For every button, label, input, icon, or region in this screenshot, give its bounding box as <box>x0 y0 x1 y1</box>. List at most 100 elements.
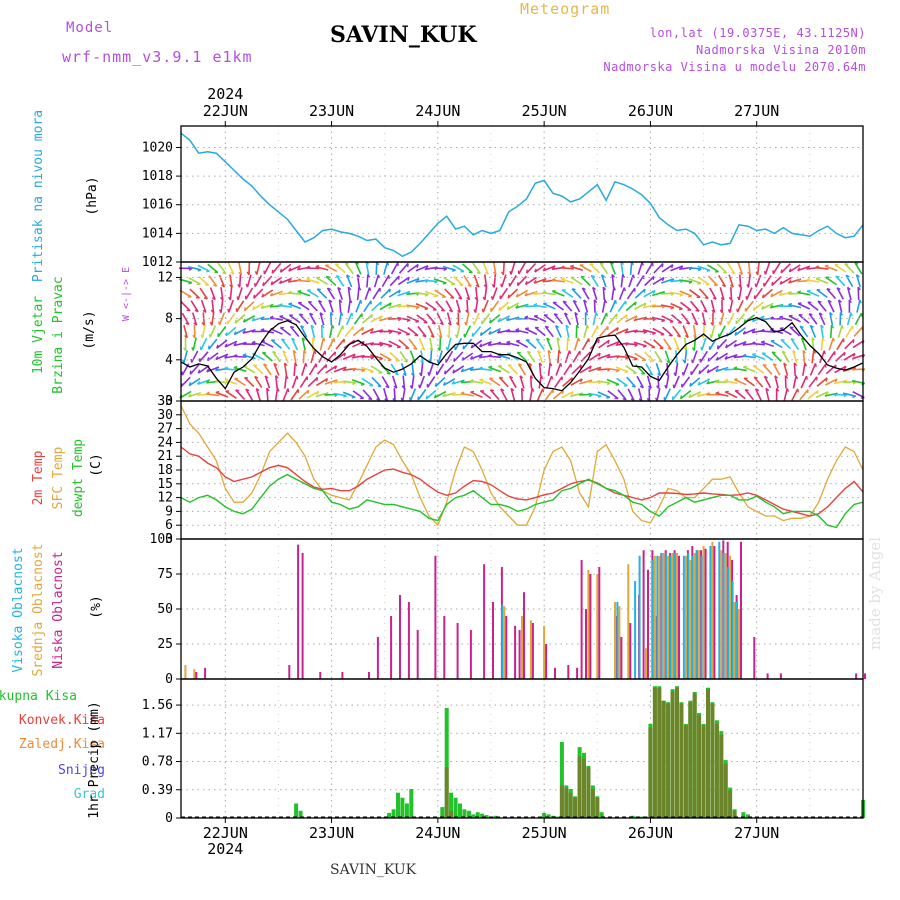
wind-arrow-head <box>206 357 210 361</box>
wind-arrow <box>266 388 269 402</box>
cloud-bar <box>855 673 858 679</box>
cloud-bar <box>614 602 616 679</box>
wind-arrow-head <box>554 313 558 316</box>
cloud-bar <box>684 555 687 679</box>
wind-arrow <box>484 286 488 301</box>
wind-arrow <box>190 350 199 363</box>
wind-arrow-head <box>839 312 843 316</box>
wind-arrow-head <box>468 271 473 274</box>
wind-arrow-head <box>602 286 607 291</box>
wind-arrow <box>729 299 734 313</box>
wind-arrow-head <box>525 327 529 330</box>
wind-arrow-head <box>852 381 857 385</box>
wind-arrow <box>615 355 629 359</box>
wind-arrow <box>788 315 801 323</box>
wind-arrow-head <box>611 274 616 278</box>
wind-arrow <box>651 316 665 322</box>
wind-arrow-head <box>230 271 235 275</box>
wind-arrow-head <box>643 331 648 335</box>
conv-precip-bar <box>666 703 671 818</box>
wind-arrow-head <box>296 266 301 271</box>
wind-arrow <box>615 366 629 373</box>
wind-arrow-head <box>606 396 610 399</box>
cloud-bar <box>682 555 685 679</box>
wind-arrow-head <box>229 284 233 288</box>
wind-arrow-head <box>379 315 383 320</box>
wind-arrow-head <box>451 392 456 396</box>
wind-arrow-head <box>563 300 567 303</box>
wind-arrow <box>243 301 255 312</box>
wind-arrow <box>493 274 497 288</box>
wind-arrow <box>389 275 400 287</box>
wind-arrow-head <box>742 353 747 357</box>
wind-arrow-head <box>540 375 544 380</box>
wind-arrow <box>855 274 862 288</box>
wind-arrow <box>480 326 492 337</box>
wind-arrow-head <box>728 296 733 301</box>
conv-precip-bar <box>661 700 666 818</box>
wind-arrow <box>225 390 237 399</box>
wind-arrow <box>363 300 372 313</box>
conv-precip-bar <box>652 687 657 818</box>
wind-arrow-head <box>439 322 444 326</box>
cloud-bar <box>665 553 668 679</box>
wind-arrow <box>611 287 615 301</box>
wind-arrow-head <box>692 334 697 339</box>
wind-arrow-head <box>527 350 531 354</box>
wind-arrow-head <box>634 301 637 306</box>
wind-arrow-head <box>845 274 850 278</box>
wind-arrow-head <box>457 309 461 314</box>
wind-arrow-head <box>710 322 714 326</box>
wind-arrow <box>765 388 770 402</box>
wind-arrow-head <box>706 269 711 272</box>
wind-arrow <box>762 288 773 299</box>
wind-arrow-head <box>825 391 829 396</box>
wind-arrow <box>211 299 215 313</box>
wind-arrow <box>326 287 336 300</box>
conv-precip-bar <box>564 787 569 818</box>
wind-arrow-head <box>723 271 727 274</box>
wind-arrow-head <box>296 375 299 380</box>
wind-arrow-head <box>316 377 319 382</box>
wind-arrow <box>583 299 589 313</box>
wind-arrow-head <box>801 337 805 341</box>
wind-arrow-head <box>253 294 256 299</box>
wind-arrow-head <box>403 360 408 363</box>
wind-arrow <box>469 380 484 384</box>
wind-arrow-head <box>854 262 859 265</box>
wind-arrow-head <box>793 362 798 367</box>
wind-arrow <box>275 375 278 389</box>
wind-arrow <box>844 263 855 274</box>
wind-arrow <box>624 315 638 323</box>
wind-arrow-head <box>322 337 326 342</box>
wind-arrow <box>781 350 790 363</box>
wind-arrow-head <box>252 306 255 310</box>
wind-arrow <box>424 279 438 283</box>
wind-arrow-head <box>221 284 225 288</box>
wind-arrow <box>381 274 390 288</box>
wind-arrow <box>411 362 415 376</box>
wind-arrow-head <box>407 277 410 281</box>
wind-arrow <box>609 262 617 275</box>
wind-arrow-head <box>706 369 710 373</box>
wind-arrow-head <box>433 295 438 298</box>
wind-arrow-head <box>711 309 715 314</box>
wind-arrow <box>251 341 265 347</box>
wind-arrow <box>401 388 406 402</box>
wind-arrow <box>563 363 572 376</box>
wind-arrow <box>488 377 501 387</box>
wind-arrow-head <box>652 332 656 335</box>
wind-arrow <box>463 275 472 287</box>
wind-arrow <box>489 389 500 401</box>
wind-arrow-head <box>683 347 688 352</box>
wind-arrow-head <box>688 281 693 285</box>
wind-arrow <box>779 277 792 285</box>
temp2m-line <box>180 446 864 517</box>
wind-arrow-head <box>278 280 283 284</box>
wind-arrow <box>315 265 329 271</box>
wind-arrow <box>297 290 311 297</box>
day-label-top: 23JUN <box>309 102 354 120</box>
wind-arrow-head <box>197 369 201 374</box>
wind-arrow <box>579 264 592 273</box>
wind-arrow <box>645 363 654 376</box>
